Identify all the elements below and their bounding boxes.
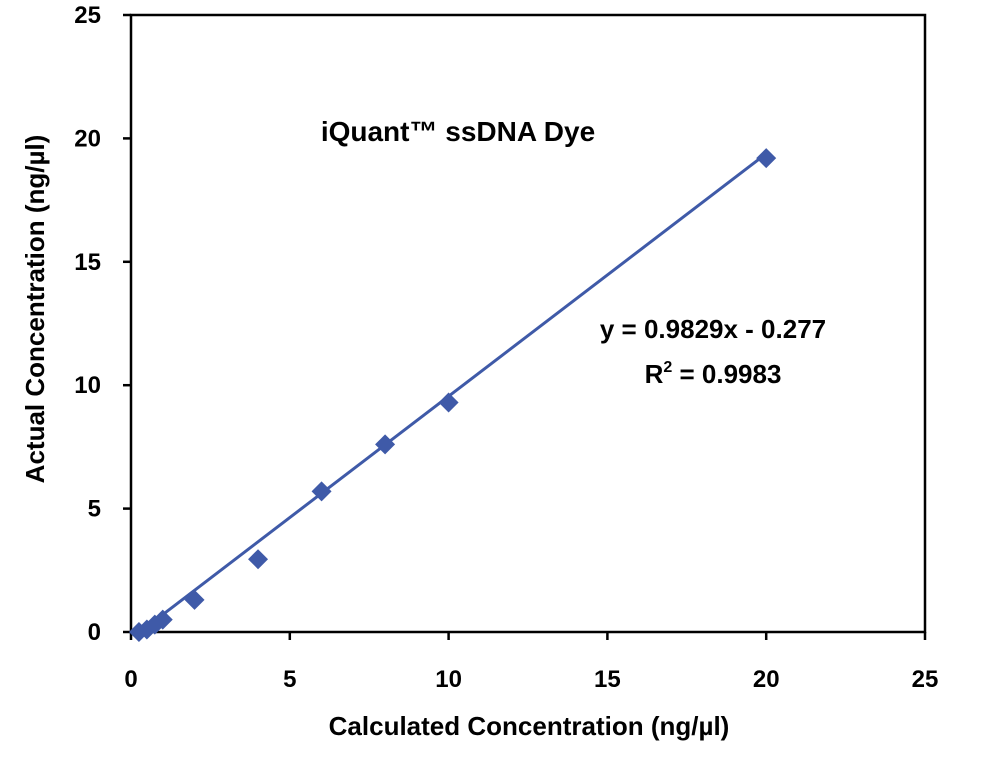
plot-area-frame	[129, 13, 927, 634]
r-squared-superscript: 2	[663, 359, 672, 376]
x-tick-label: 20	[753, 666, 780, 693]
data-point	[375, 434, 396, 455]
r-squared-value: = 0.9983	[672, 359, 781, 389]
x-axis-title: Calculated Concentration (ng/µl)	[329, 711, 730, 741]
y-tick-label: 15	[74, 249, 101, 276]
y-tick-label: 0	[88, 619, 101, 646]
data-series	[128, 148, 777, 642]
x-tick-label: 0	[124, 666, 137, 693]
y-axis: 0 5 10 15 20 25	[74, 2, 131, 646]
trendline-equation: y = 0.9829x - 0.277	[600, 314, 826, 344]
data-point	[184, 589, 205, 610]
y-tick-label: 5	[88, 496, 101, 523]
x-tick-label: 5	[283, 666, 296, 693]
x-axis: 0 5 10 15 20 25	[124, 632, 938, 693]
x-tick-label: 15	[594, 666, 621, 693]
x-tick-label: 10	[435, 666, 462, 693]
data-point	[152, 609, 173, 630]
data-point	[438, 392, 459, 413]
trendline	[138, 152, 768, 634]
data-point	[248, 549, 269, 570]
y-axis-title: Actual Concentration (ng/µl)	[20, 135, 50, 484]
y-tick-label: 25	[74, 2, 101, 29]
chart-title: iQuant™ ssDNA Dye	[321, 116, 595, 147]
data-point	[756, 148, 777, 169]
r-squared-label: R2 = 0.9983	[645, 359, 782, 389]
x-tick-label: 25	[912, 666, 939, 693]
y-tick-label: 10	[74, 372, 101, 399]
r-squared-prefix: R	[645, 359, 664, 389]
data-point	[311, 481, 332, 502]
y-tick-label: 20	[74, 125, 101, 152]
